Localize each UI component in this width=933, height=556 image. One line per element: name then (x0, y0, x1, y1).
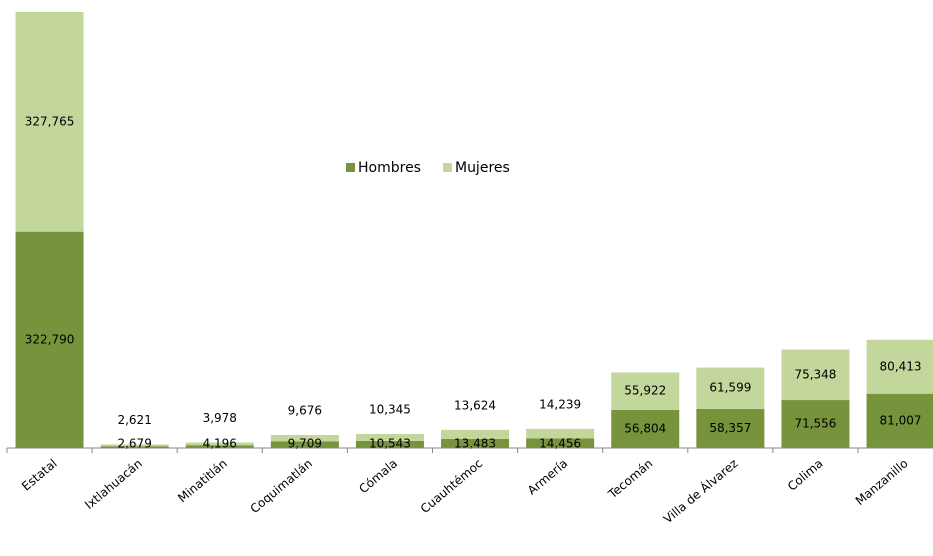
x-tick-label: Minatitlán (175, 456, 230, 505)
x-tick-label: Armería (525, 456, 570, 497)
data-label: 14,239 (539, 397, 581, 411)
legend-swatch (346, 163, 355, 172)
data-label: 9,709 (288, 437, 322, 451)
bar-segment (441, 438, 510, 448)
data-label: 56,804 (624, 421, 666, 435)
bar-segment (696, 367, 765, 409)
data-label: 81,007 (880, 413, 922, 427)
data-label: 2,621 (117, 413, 151, 427)
data-label: 3,978 (203, 411, 237, 425)
bar-segment (270, 435, 339, 442)
data-label: 13,483 (454, 437, 496, 451)
data-label: 10,543 (369, 437, 411, 451)
x-tick-label: Villa de Álvarez (660, 455, 740, 526)
x-tick-label: Cómala (356, 456, 400, 496)
x-tick-label: Manzanillo (853, 456, 911, 508)
data-label: 10,345 (369, 403, 411, 417)
bar-segment (15, 12, 84, 232)
x-tick-label: Estatal (19, 456, 60, 493)
data-label: 327,765 (25, 114, 75, 128)
bar-segment (526, 428, 595, 439)
data-label: 55,922 (624, 384, 666, 398)
bar-segment (100, 446, 169, 448)
bar-segment (441, 429, 510, 439)
bar-segment (781, 349, 850, 401)
bar-segment (355, 440, 424, 448)
data-label: 71,556 (794, 417, 836, 431)
data-label: 322,790 (25, 332, 75, 346)
legend-swatch (442, 163, 452, 172)
bar-segment (611, 409, 680, 448)
bar-segment (866, 393, 933, 448)
legend-label: Mujeres (455, 160, 510, 176)
x-tick-label: Ixtlahuacán (82, 456, 145, 512)
bar-segment (355, 434, 424, 441)
x-tick-label: Colima (785, 456, 826, 493)
data-label: 4,196 (203, 437, 237, 451)
bar-segment (526, 438, 595, 448)
data-label: 61,599 (709, 381, 751, 395)
bar-segment (185, 442, 254, 446)
data-label: 9,676 (288, 404, 322, 418)
data-label: 14,456 (539, 437, 581, 451)
x-tick-label: Tecomán (605, 456, 656, 502)
data-label: 80,413 (880, 359, 922, 373)
x-tick-label: Cuauhtémoc (418, 456, 485, 516)
legend-label: Hombres (358, 160, 421, 176)
bar-segment (781, 400, 850, 448)
data-label: 75,348 (794, 367, 836, 381)
bar-segment (696, 408, 765, 448)
bar-segment (185, 445, 254, 448)
bar-segment (100, 444, 169, 447)
data-label: 13,624 (454, 398, 496, 412)
data-label: 2,679 (117, 437, 151, 451)
data-label: 58,357 (709, 421, 751, 435)
x-tick-label: Coquimatlán (248, 456, 315, 516)
bar-segment (15, 231, 84, 448)
bar-segment (270, 441, 339, 448)
bar-segment (866, 339, 933, 394)
bar-segment (611, 372, 680, 410)
